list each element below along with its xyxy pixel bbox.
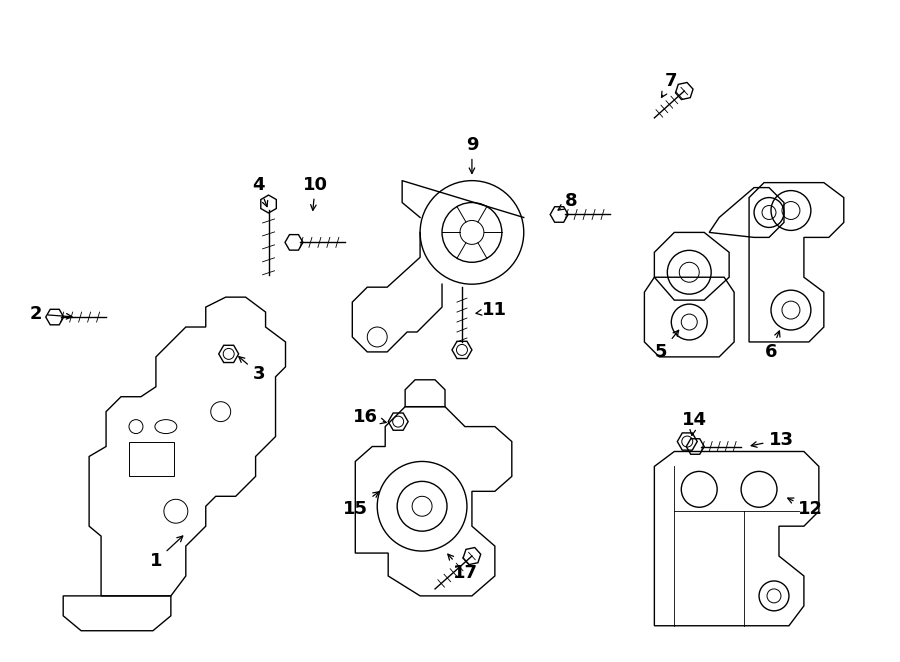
Text: 10: 10	[303, 175, 328, 211]
Text: 9: 9	[465, 136, 478, 173]
Text: 2: 2	[30, 305, 72, 323]
Text: 3: 3	[238, 357, 265, 383]
Text: 13: 13	[752, 430, 794, 449]
Text: 16: 16	[353, 408, 386, 426]
Text: 7: 7	[662, 72, 678, 97]
Text: 6: 6	[765, 331, 780, 361]
Text: 4: 4	[252, 175, 267, 207]
Text: 17: 17	[448, 554, 478, 582]
Text: 11: 11	[476, 301, 508, 319]
Text: 1: 1	[149, 536, 183, 570]
Text: 14: 14	[681, 410, 706, 436]
Text: 8: 8	[558, 191, 578, 210]
Text: 12: 12	[788, 498, 824, 518]
Text: 15: 15	[343, 492, 379, 518]
Text: 5: 5	[655, 330, 679, 361]
